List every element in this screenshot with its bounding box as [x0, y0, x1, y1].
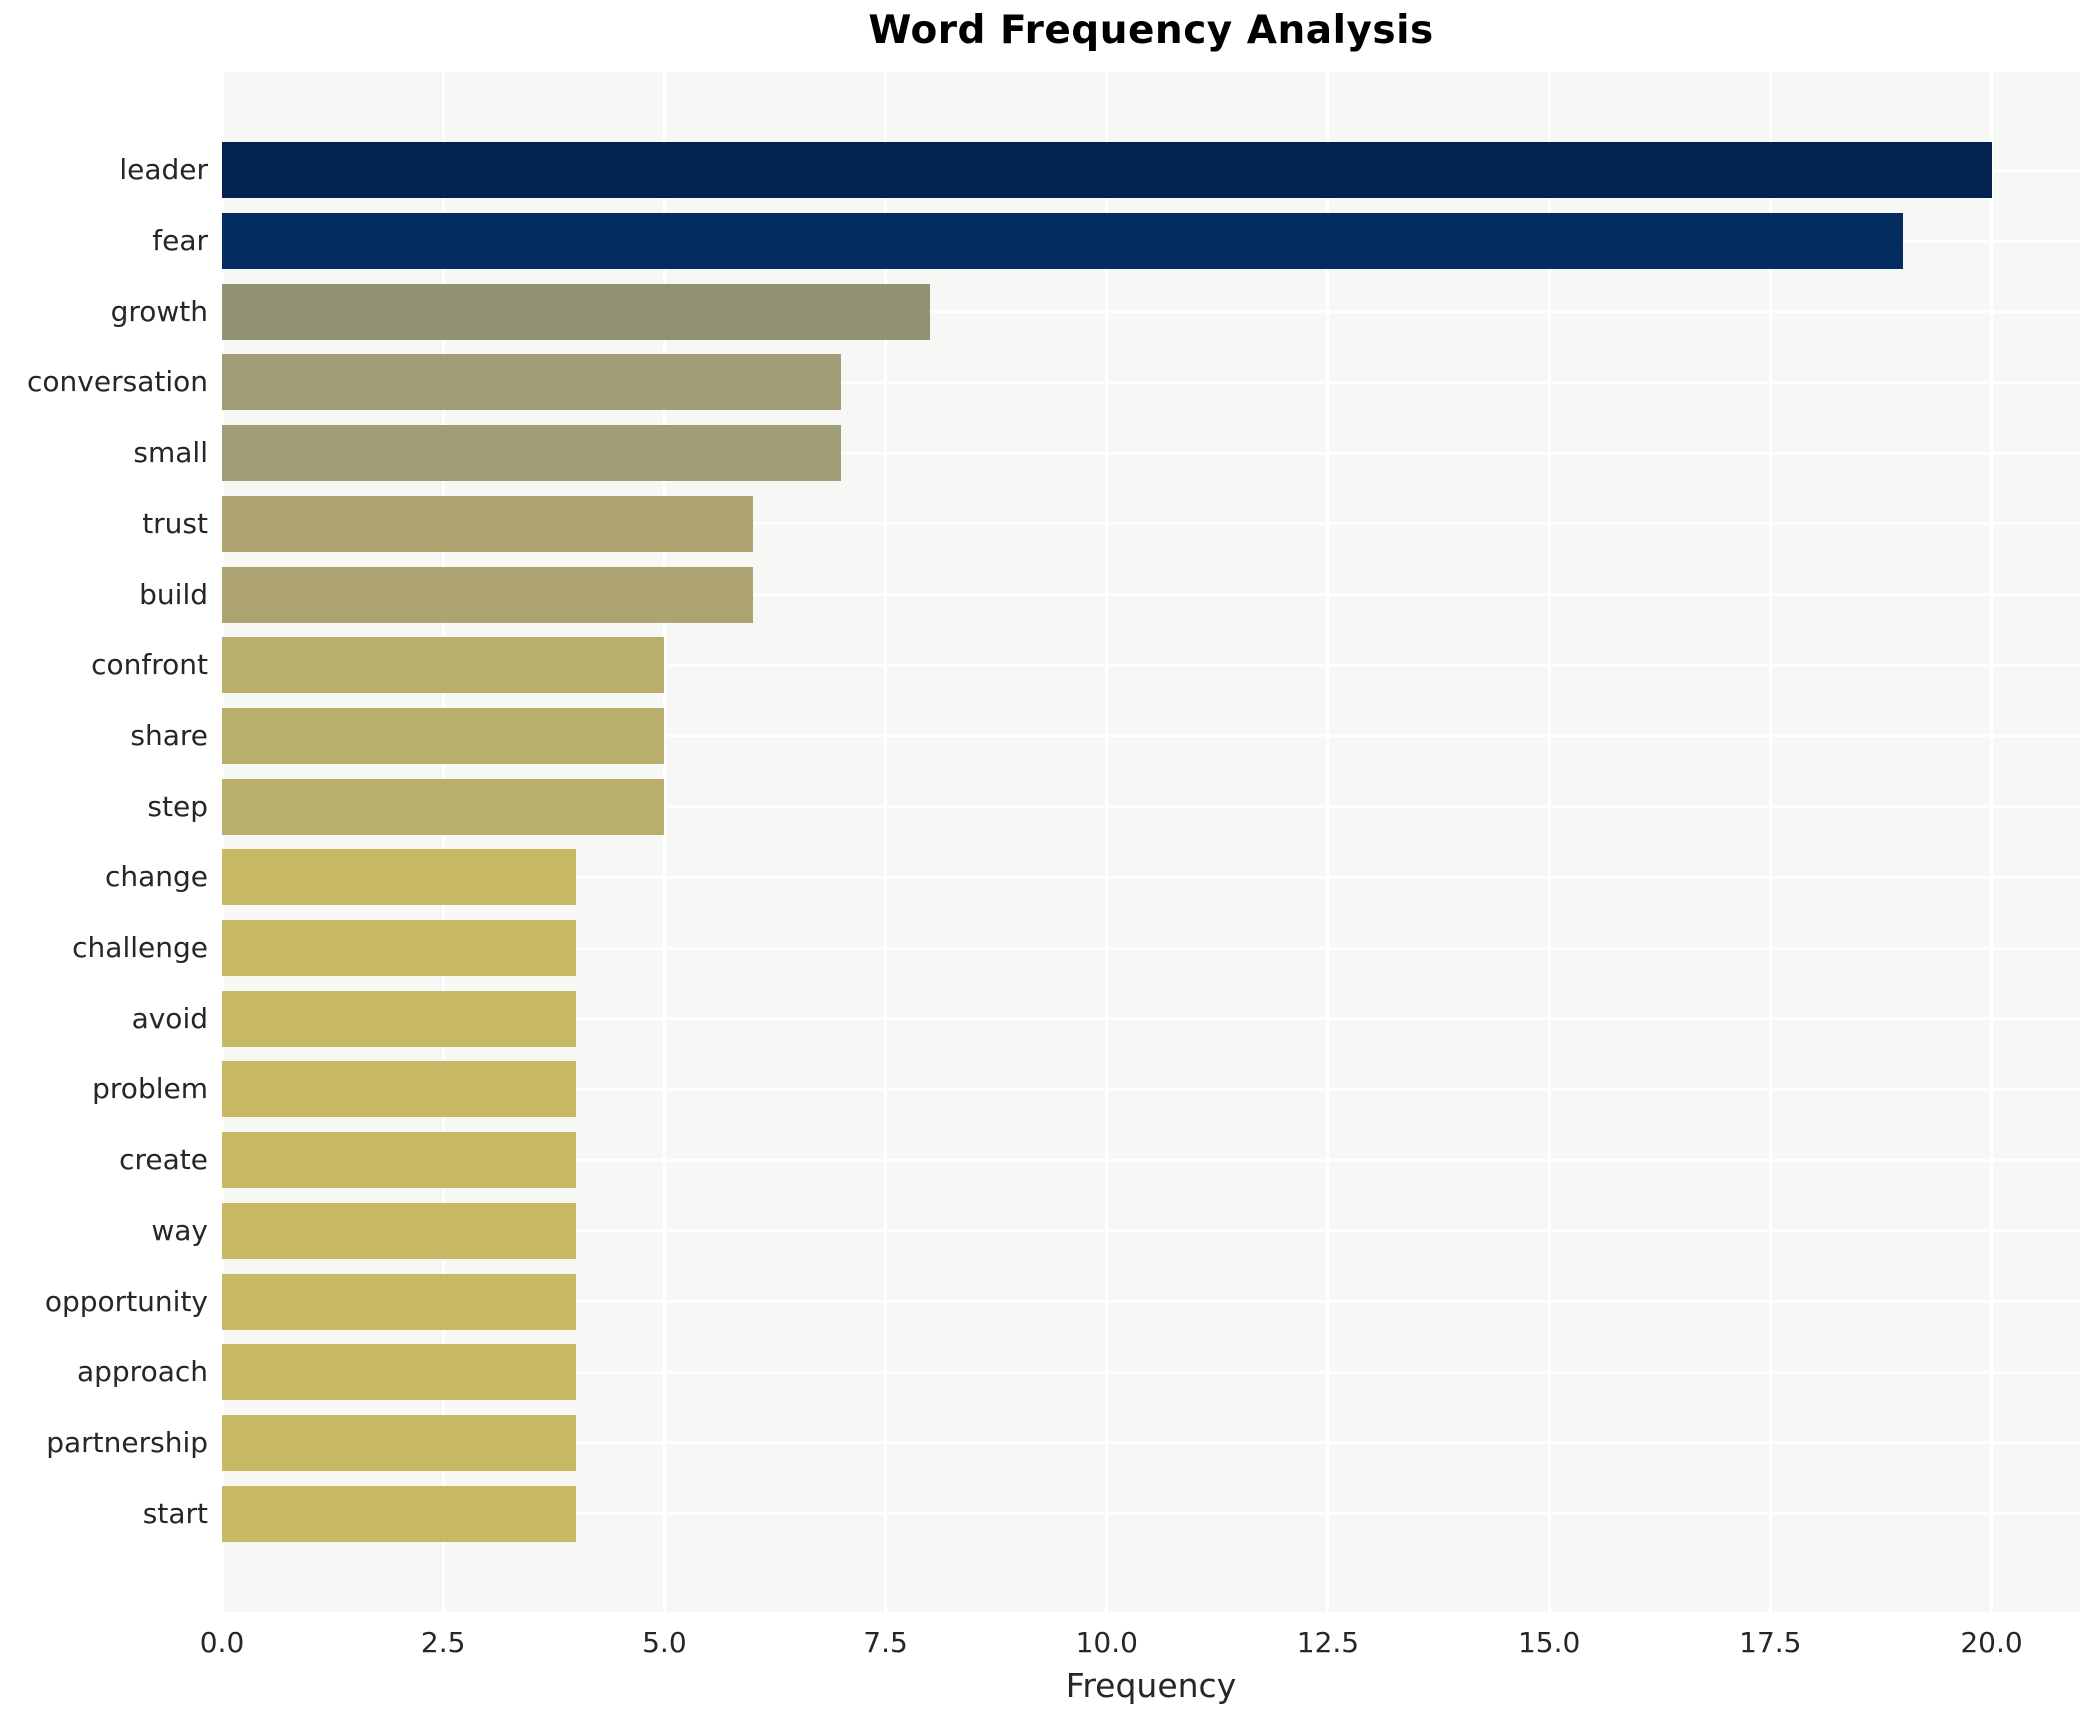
- bar-start: [222, 1485, 576, 1542]
- bar-trust: [222, 495, 753, 552]
- x-tick-label: 7.5: [863, 1626, 908, 1659]
- y-tick-label: step: [147, 789, 208, 823]
- bar-avoid: [222, 990, 576, 1047]
- gridline-vertical: [1990, 72, 1994, 1612]
- gridline-vertical: [662, 72, 666, 1612]
- gridline-vertical: [441, 72, 445, 1612]
- gridline-vertical: [884, 72, 888, 1612]
- x-tick-label: 10.0: [1075, 1626, 1138, 1659]
- gridline-vertical: [1326, 72, 1330, 1612]
- y-tick-label: create: [119, 1143, 208, 1177]
- x-tick-label: 20.0: [1960, 1626, 2023, 1659]
- y-tick-label: trust: [142, 506, 208, 540]
- bar-problem: [222, 1061, 576, 1118]
- gridline-horizontal: [222, 451, 2080, 455]
- gridline-horizontal: [222, 1087, 2080, 1091]
- gridline-horizontal: [222, 875, 2080, 879]
- bar-opportunity: [222, 1273, 576, 1330]
- y-tick-label: avoid: [131, 1001, 208, 1035]
- y-tick-label: fear: [152, 224, 208, 258]
- x-tick-label: 5.0: [642, 1626, 687, 1659]
- y-tick-label: opportunity: [44, 1284, 208, 1318]
- bar-partnership: [222, 1414, 576, 1471]
- gridline-horizontal: [222, 1512, 2080, 1516]
- y-tick-label: problem: [92, 1072, 208, 1106]
- gridline-horizontal: [222, 1370, 2080, 1374]
- gridline-horizontal: [222, 310, 2080, 314]
- gridline-horizontal: [222, 946, 2080, 950]
- y-tick-label: small: [133, 436, 208, 470]
- bar-share: [222, 707, 665, 764]
- bar-confront: [222, 637, 665, 694]
- bar-build: [222, 566, 753, 623]
- gridline-horizontal: [222, 593, 2080, 597]
- bar-challenge: [222, 920, 576, 977]
- bar-small: [222, 425, 842, 482]
- x-tick-label: 15.0: [1517, 1626, 1581, 1659]
- bar-approach: [222, 1344, 576, 1401]
- y-tick-label: change: [104, 860, 208, 894]
- gridline-horizontal: [222, 522, 2080, 526]
- y-tick-label: conversation: [27, 365, 208, 399]
- y-tick-label: way: [151, 1213, 208, 1247]
- bar-conversation: [222, 354, 842, 411]
- gridline-horizontal: [222, 1229, 2080, 1233]
- y-tick-label: share: [130, 718, 208, 752]
- y-tick-label: build: [139, 577, 208, 611]
- x-tick-label: 12.5: [1296, 1626, 1360, 1659]
- y-tick-label: partnership: [46, 1425, 208, 1459]
- bar-step: [222, 778, 665, 835]
- gridline-horizontal: [222, 663, 2080, 667]
- gridline-vertical: [1105, 72, 1109, 1612]
- bar-way: [222, 1202, 576, 1259]
- gridline-vertical: [1768, 72, 1772, 1612]
- y-tick-label: challenge: [72, 931, 208, 965]
- plot-area: [220, 72, 2080, 1612]
- y-tick-label: start: [142, 1496, 208, 1530]
- bar-leader: [222, 142, 1992, 199]
- gridline-vertical: [220, 72, 224, 1612]
- bar-fear: [222, 213, 1904, 270]
- gridline-horizontal: [222, 1158, 2080, 1162]
- gridline-horizontal: [222, 734, 2080, 738]
- y-tick-label: leader: [119, 153, 208, 187]
- chart-title: Word Frequency Analysis: [868, 8, 1434, 53]
- x-tick-label: 2.5: [420, 1626, 466, 1659]
- bar-create: [222, 1132, 576, 1189]
- gridline-horizontal: [222, 1017, 2080, 1021]
- x-axis-label: Frequency: [1065, 1666, 1237, 1705]
- gridline-horizontal: [222, 380, 2080, 384]
- bar-growth: [222, 283, 930, 340]
- x-tick-label: 0.0: [199, 1626, 245, 1659]
- gridline-horizontal: [222, 1441, 2080, 1445]
- x-tick-label: 17.5: [1739, 1626, 1802, 1659]
- gridline-vertical: [1547, 72, 1551, 1612]
- y-tick-label: confront: [91, 648, 208, 682]
- gridline-horizontal: [222, 1300, 2080, 1304]
- gridline-horizontal: [222, 805, 2080, 809]
- bar-change: [222, 849, 576, 906]
- y-tick-label: growth: [110, 294, 208, 328]
- y-tick-label: approach: [76, 1355, 208, 1389]
